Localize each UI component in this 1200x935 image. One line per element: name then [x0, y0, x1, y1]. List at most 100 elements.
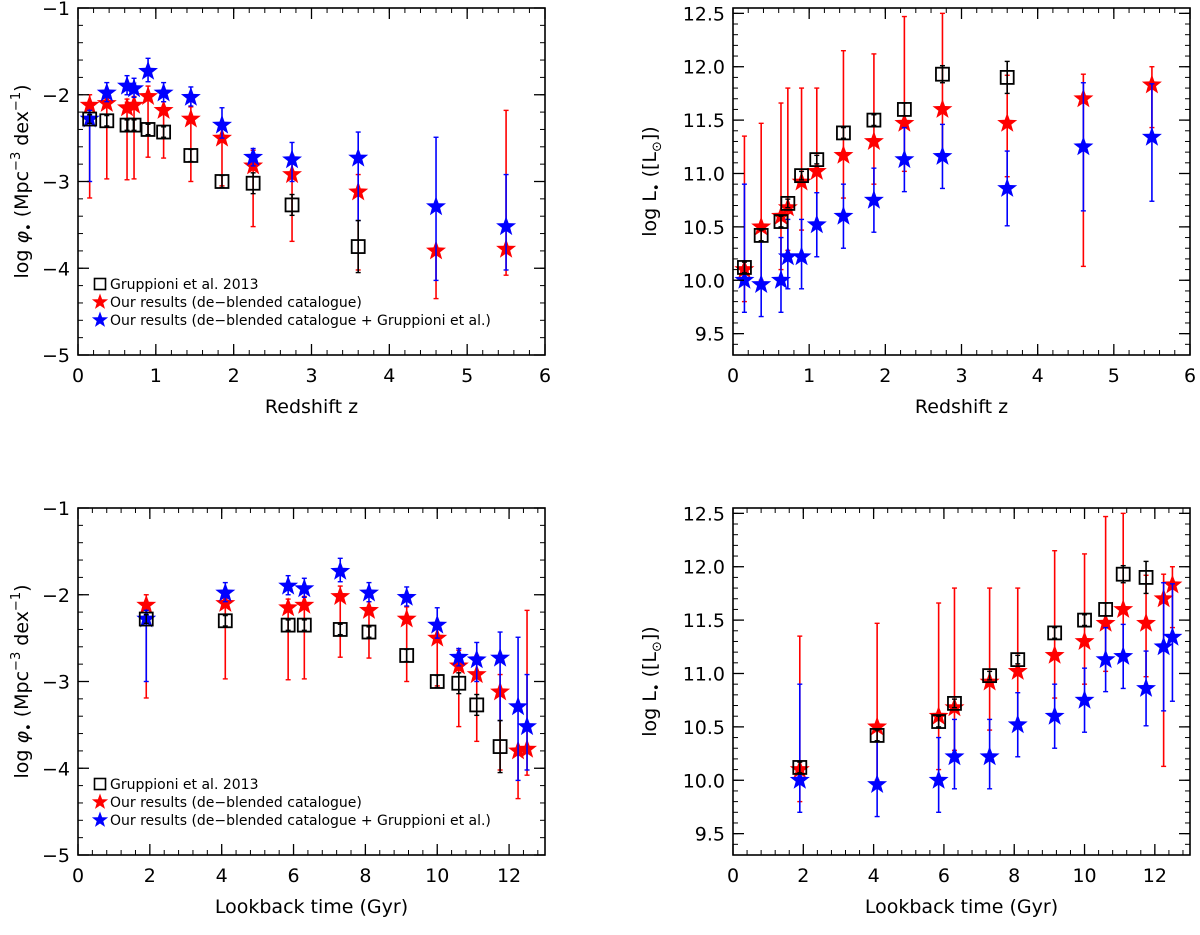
legend-marker-combined	[91, 311, 109, 327]
gruppioni-point	[469, 697, 485, 713]
combined-point	[1007, 714, 1028, 734]
gruppioni-point	[284, 197, 300, 213]
combined-point	[833, 205, 854, 225]
gruppioni-point	[982, 668, 998, 684]
y-tick-label: −5	[42, 845, 70, 867]
y-tick-label: −5	[42, 345, 70, 367]
gruppioni-point	[140, 122, 156, 137]
gruppioni-point	[792, 760, 808, 775]
gruppioni-point	[1047, 625, 1063, 641]
combined-point	[997, 177, 1018, 197]
y-tick-label: 10.0	[683, 270, 725, 292]
y-tick-label: 11.5	[683, 110, 725, 132]
data-layer	[79, 57, 517, 300]
legend-marker-deblended	[91, 793, 109, 809]
y-tick-label: 9.5	[695, 824, 725, 846]
y-axis-title-part: ])	[639, 126, 661, 141]
gruppioni-point	[1138, 570, 1154, 585]
deblended-point	[215, 592, 236, 612]
deblended-point	[117, 97, 137, 117]
x-tick-label: 3	[305, 365, 317, 387]
x-tick-label: 2	[797, 865, 809, 887]
y-axis-title: log φ• (Mpc−3 dex−1)	[9, 84, 37, 278]
combined-point	[867, 774, 888, 793]
combined-point	[1044, 705, 1065, 725]
legend-label-gruppioni: Gruppioni et al. 2013	[110, 777, 258, 793]
y-axis-title-part: −1	[9, 92, 24, 111]
y-tick-label: 12.0	[683, 57, 725, 79]
gruppioni-point	[1098, 602, 1114, 617]
x-tick-label: 12	[1143, 865, 1167, 887]
x-tick-label: 6	[1184, 365, 1196, 387]
y-tick-label: −1	[42, 0, 70, 20]
x-tick-label: 5	[1108, 365, 1120, 387]
gruppioni-point	[399, 648, 415, 663]
x-tick-label: 0	[727, 865, 739, 887]
x-tick-label: 6	[938, 865, 950, 887]
combined-point	[928, 769, 949, 789]
x-axis-title: Redshift z	[265, 396, 358, 418]
y-tick-label: −4	[42, 258, 70, 280]
combined-point	[979, 746, 1000, 766]
gruppioni-point	[809, 152, 825, 168]
deblended-point	[180, 108, 201, 128]
x-tick-label: 4	[1032, 365, 1044, 387]
combined-point	[791, 246, 812, 266]
gruppioni-point	[332, 622, 348, 637]
y-tick-label: −1	[42, 498, 70, 520]
combined-point	[894, 149, 915, 169]
y-axis-title-part: −3	[9, 152, 24, 171]
deblended-point	[979, 671, 1000, 691]
gruppioni-point	[1077, 612, 1092, 628]
deblended-point	[294, 594, 315, 614]
y-axis-title-part: •	[650, 183, 665, 191]
legend-label-combined: Our results (de−blended catalogue + Grup…	[110, 813, 491, 829]
y-axis-title: log L• ([L⊙])	[639, 626, 665, 736]
legend: Gruppioni et al. 2013 Our results (de−ble…	[91, 277, 491, 329]
deblended-point	[863, 131, 884, 150]
y-tick-label: 10.5	[683, 717, 725, 739]
combined-point	[117, 75, 137, 95]
y-tick-label: 11.0	[683, 163, 725, 185]
combined-point	[1113, 645, 1134, 665]
deblended-point	[806, 160, 827, 180]
combined-point	[294, 578, 315, 598]
x-tick-label: 4	[383, 365, 395, 387]
deblended-point	[932, 98, 953, 118]
x-axis-title: Lookback time (Gyr)	[865, 896, 1058, 918]
series-gruppioni	[737, 60, 1015, 275]
x-tick-label: 0	[72, 865, 84, 887]
combined-point	[1153, 636, 1174, 656]
x-tick-label: 2	[144, 865, 156, 887]
legend-label-gruppioni: Gruppioni et al. 2013	[110, 277, 258, 293]
y-axis-title-part: )	[11, 84, 33, 91]
gruppioni-point	[156, 124, 172, 140]
x-tick-label: 0	[72, 365, 84, 387]
combined-point	[212, 114, 232, 134]
combined-point	[508, 696, 528, 716]
deblended-point	[124, 94, 144, 114]
combined-point	[396, 586, 417, 606]
y-tick-label: −2	[42, 85, 70, 107]
series-combined	[136, 557, 537, 782]
gruppioni-point	[947, 695, 962, 711]
deblended-point	[833, 144, 854, 164]
y-axis-title-part: log L	[639, 191, 661, 237]
gruppioni-point	[138, 611, 154, 627]
deblended-point	[79, 94, 100, 114]
deblended-point	[1136, 612, 1156, 632]
x-tick-label: 5	[461, 365, 473, 387]
x-tick-label: 4	[216, 865, 228, 887]
y-axis-title-part: φ	[11, 731, 33, 744]
legend-label-combined: Our results (de−blended catalogue + Grup…	[110, 313, 491, 329]
combined-point	[448, 646, 469, 666]
x-tick-label: 6	[539, 365, 551, 387]
series-deblended	[136, 585, 537, 800]
combined-point	[490, 647, 511, 667]
deblended-point	[330, 586, 351, 605]
deblended-point	[997, 112, 1018, 132]
combined-point	[282, 149, 302, 169]
y-axis-title-part: ([L	[639, 152, 661, 184]
x-tick-label: 8	[359, 865, 371, 887]
